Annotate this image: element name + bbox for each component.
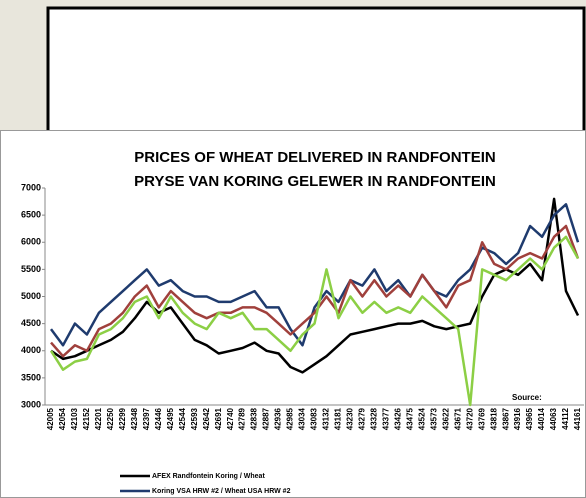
x-tick-label: 42887 bbox=[262, 407, 271, 430]
x-tick-label: 42740 bbox=[226, 407, 235, 430]
x-tick-label: 42103 bbox=[70, 407, 79, 430]
x-tick-label: 43769 bbox=[477, 407, 486, 430]
x-tick-label: 43671 bbox=[453, 407, 462, 430]
x-tick-label: 43622 bbox=[441, 407, 450, 430]
x-tick-label: 42642 bbox=[202, 407, 211, 430]
x-tick-label: 43181 bbox=[334, 407, 343, 430]
x-tick-label: 43475 bbox=[405, 407, 414, 430]
x-tick-label: 42544 bbox=[178, 407, 187, 430]
y-tick-label: 5000 bbox=[21, 291, 41, 301]
x-tick-label: 43426 bbox=[393, 407, 402, 430]
x-tick-label: 43720 bbox=[465, 407, 474, 430]
x-tick-label: 43524 bbox=[417, 407, 426, 430]
x-tick-label: 43279 bbox=[358, 407, 367, 430]
x-tick-label: 43034 bbox=[298, 407, 307, 430]
x-tick-label: 43867 bbox=[501, 407, 510, 430]
x-tick-label: 42593 bbox=[190, 407, 199, 430]
x-tick-label: 43328 bbox=[369, 407, 378, 430]
legend-label: Koring VSA HRW #2 / Wheat USA HRW #2 bbox=[152, 488, 291, 495]
x-tick-label: 43230 bbox=[346, 407, 355, 430]
series-line bbox=[49, 203, 580, 347]
y-tick-label: 3500 bbox=[21, 372, 41, 382]
x-tick-label: 42838 bbox=[250, 407, 259, 430]
y-tick-label: 7000 bbox=[21, 182, 41, 192]
legend-label: AFEX Randfontein Koring / Wheat bbox=[152, 473, 265, 480]
x-tick-label: 42250 bbox=[106, 407, 115, 430]
x-tick-label: 43818 bbox=[489, 407, 498, 430]
x-tick-label: 42152 bbox=[82, 407, 91, 430]
chart-title: PRICES OF WHEAT DELIVERED IN RANDFONTEIN bbox=[134, 149, 495, 166]
x-tick-label: 44014 bbox=[537, 407, 546, 430]
x-tick-label: 44063 bbox=[549, 407, 558, 430]
series-line bbox=[50, 224, 580, 358]
x-tick-label: 42299 bbox=[118, 407, 127, 430]
y-tick-label: 3000 bbox=[21, 399, 41, 409]
x-tick-label: 42397 bbox=[142, 407, 151, 430]
x-tick-label: 42348 bbox=[130, 407, 139, 430]
x-tick-label: 43377 bbox=[381, 407, 390, 430]
x-tick-label: 43965 bbox=[525, 407, 534, 430]
x-tick-label: 43132 bbox=[322, 407, 331, 430]
x-tick-label: 42054 bbox=[58, 407, 67, 430]
x-tick-label: 42691 bbox=[214, 407, 223, 430]
x-tick-label: 42936 bbox=[274, 407, 283, 430]
x-tick-label: 42005 bbox=[46, 407, 55, 430]
x-tick-label: 42446 bbox=[154, 407, 163, 430]
x-tick-label: 42495 bbox=[166, 407, 175, 430]
y-tick-label: 6500 bbox=[21, 210, 41, 220]
x-tick-label: 43916 bbox=[513, 407, 522, 430]
y-tick-label: 4500 bbox=[21, 318, 41, 328]
x-tick-label: 44112 bbox=[561, 407, 570, 429]
x-tick-label: 44161 bbox=[573, 407, 582, 430]
series-line bbox=[49, 235, 580, 407]
y-tick-label: 4000 bbox=[21, 345, 41, 355]
chart-subtitle: PRYSE VAN KORING GELEWER IN RANDFONTEIN bbox=[134, 173, 496, 190]
x-tick-label: 42789 bbox=[238, 407, 247, 430]
x-tick-label: 43083 bbox=[310, 407, 319, 430]
empty-box bbox=[46, 6, 586, 140]
series-line bbox=[50, 197, 580, 374]
x-tick-label: 42201 bbox=[94, 407, 103, 430]
x-tick-label: 43573 bbox=[429, 407, 438, 430]
y-tick-label: 5500 bbox=[21, 264, 41, 274]
x-tick-label: 42985 bbox=[286, 407, 295, 430]
source: Source: bbox=[512, 393, 542, 402]
y-tick-label: 6000 bbox=[21, 237, 41, 247]
